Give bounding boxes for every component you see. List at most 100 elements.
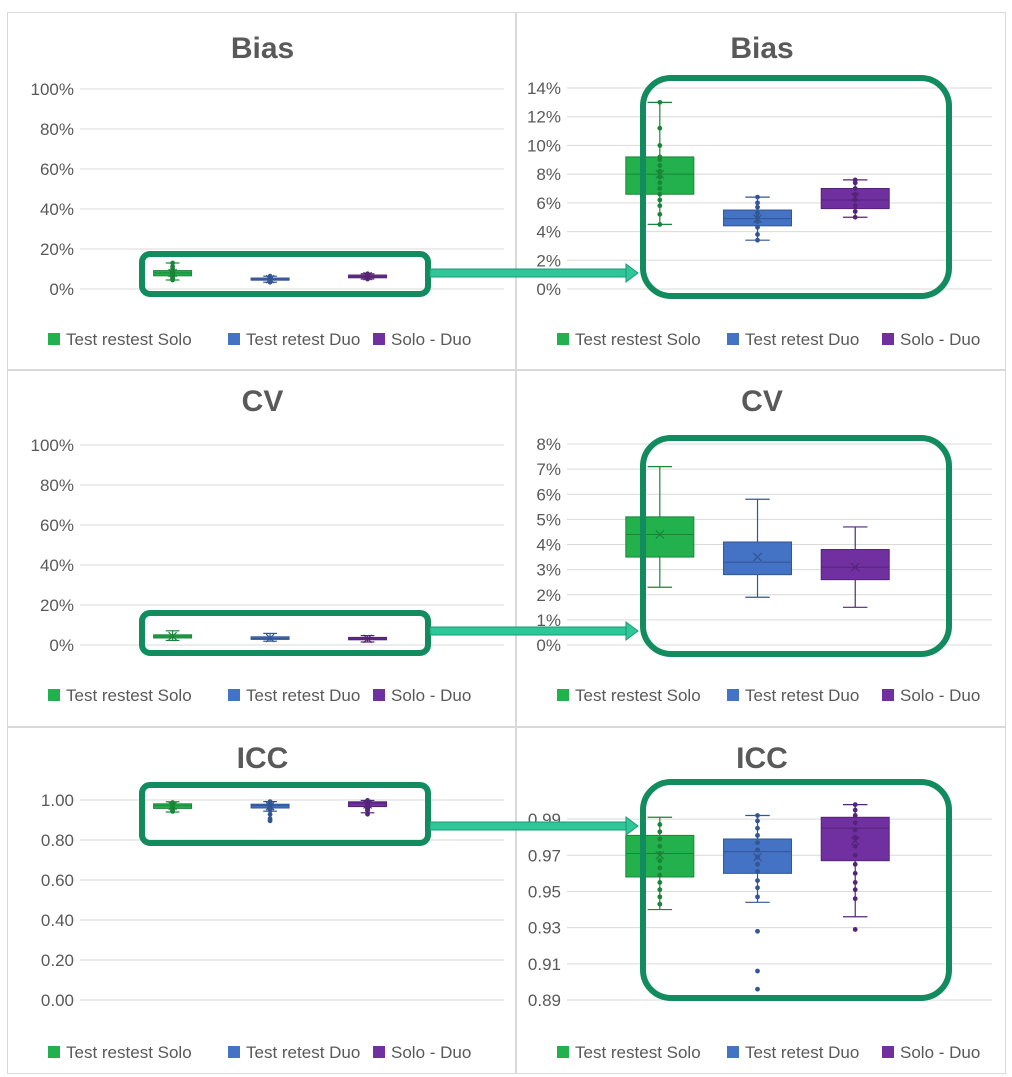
data-point [755,210,760,216]
data-point [755,986,760,992]
box-iqr [625,834,695,878]
icc-zoom-svg: ICC 0.89 0.91 0.93 0.95 0.97 0.99 Test restest … [528,742,992,1062]
legend-label: Test retest Duo [246,1043,360,1062]
box-3 [820,802,890,932]
box-3 [348,798,388,817]
data-point [852,896,858,902]
bias-zoom-panel: Bias 0% 2% 4% 6% 8% 10% 12% 14% Test restest Solo… [516,12,1006,370]
data-point [657,880,663,885]
legend-swatch [882,333,894,345]
data-point [267,273,273,279]
y-tick-label: 40% [40,200,74,219]
legend-label: Solo - Duo [900,1043,980,1062]
data-point [852,843,858,849]
legend-swatch [48,689,60,701]
box-1 [153,630,193,641]
box-iqr [625,516,695,558]
icc-zoom-panel: ICC 0.89 0.91 0.93 0.95 0.97 0.99 Test restest … [516,727,1006,1074]
y-tick-label: 0.60 [41,871,74,890]
legend-swatch [727,689,739,701]
legend-label: Test restest Solo [575,686,701,705]
data-point [657,191,663,197]
y-tick-label: 0.40 [41,911,74,930]
legend-swatch [228,689,240,701]
icc-full-svg: ICC 0.00 0.20 0.40 0.60 0.80 1.00 Test restest … [41,742,504,1062]
legend-label: Test retest Duo [745,330,859,349]
y-tick-label: 7% [536,460,561,479]
data-point [657,186,663,191]
data-point [755,825,760,831]
legend-swatch [373,333,385,345]
box-2 [250,799,290,824]
legend-label: Test retest Duo [745,1043,859,1062]
data-point [755,861,760,867]
legend-swatch [557,333,569,345]
box-2 [723,194,793,243]
data-point [657,180,663,186]
box-2 [723,498,793,598]
box-3 [348,634,388,644]
chart-title: ICC [237,742,289,775]
data-point [657,851,663,856]
legend-swatch [228,333,240,345]
y-tick-label: 2% [536,251,561,270]
box-2 [250,632,290,643]
box-1 [625,99,695,227]
data-point [755,200,760,206]
chart-title: Bias [231,32,294,65]
data-point [657,154,663,160]
y-tick-label: 0.00 [41,991,74,1010]
data-point [755,219,760,224]
data-point [365,798,370,803]
y-tick-label: 20% [40,240,74,259]
y-tick-label: 0.97 [528,846,561,865]
data-point [852,927,858,932]
legend-swatch [557,689,569,701]
data-point [755,854,760,860]
box-3 [820,177,890,220]
y-tick-label: 10% [527,136,561,155]
y-tick-label: 40% [40,556,74,575]
data-point [657,174,663,180]
y-tick-label: 100% [31,80,74,99]
data-point [852,209,858,214]
y-tick-label: 20% [40,596,74,615]
y-tick-label: 1.00 [41,791,74,810]
y-tick-label: 80% [40,120,74,139]
icc-full-panel: ICC 0.00 0.20 0.40 0.60 0.80 1.00 Test restest … [7,727,516,1074]
legend-swatch [882,689,894,701]
cv-full-svg: CV 0% 20% 40% 60% 80% 100% Test restest Solo Tes… [31,385,504,705]
legend-swatch [48,333,60,345]
legend-swatch [228,1046,240,1058]
y-tick-label: 0.89 [528,991,561,1010]
data-point [852,191,858,197]
data-point [657,168,663,174]
y-tick-label: 0.91 [528,955,561,974]
data-point [657,203,663,209]
data-point [755,232,760,237]
legend-label: Test restest Solo [66,686,192,705]
y-tick-label: 0.95 [528,882,561,901]
legend-label: Solo - Duo [900,330,980,349]
data-point [852,802,858,808]
data-point [170,800,175,805]
data-point [755,968,760,974]
data-point [657,887,663,893]
cv-zoom-panel: CV 0% 1% 2% 3% 4% 5% 6% 7% 8% Test restest Solo Tes… [516,370,1006,727]
y-tick-label: 12% [527,108,561,127]
y-tick-label: 4% [536,536,561,555]
data-point [852,177,858,183]
data-point [755,840,760,846]
data-point [657,901,663,907]
legend-swatch [373,689,385,701]
bias-full-svg: Bias 0% 20% 40% 60% 80% 100% Test restest Solo T… [31,32,504,349]
legend-label: Solo - Duo [900,686,980,705]
data-point [852,203,858,209]
box-iqr [723,541,793,576]
data-point [852,807,858,813]
legend-label: Test restest Solo [66,1043,192,1062]
data-point [852,880,858,885]
y-tick-label: 14% [527,79,561,98]
box-3 [820,526,890,608]
data-point [657,163,663,168]
